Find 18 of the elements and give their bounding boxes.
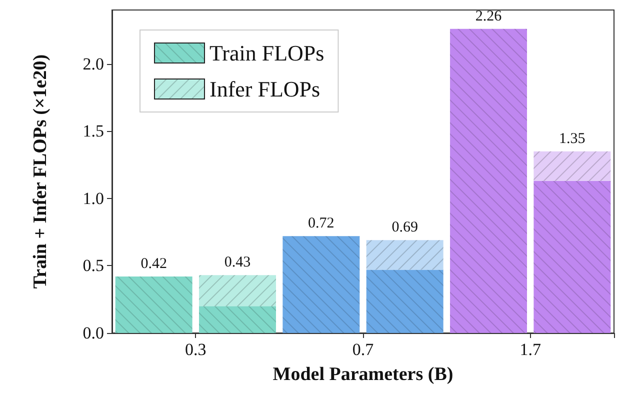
legend-label: Infer FLOPs (210, 76, 320, 102)
total-label: 1.35 (559, 130, 586, 147)
total-label: 0.43 (224, 254, 251, 271)
y-axis-title: Train + Infer FLOPs (×1e20) (30, 54, 51, 289)
x-tick-label: 1.7 (520, 340, 542, 359)
total-label: 0.42 (140, 256, 167, 272)
y-tick-label: 0.0 (82, 324, 104, 342)
y-tick-label: 1.5 (82, 122, 104, 141)
x-axis-title: Model Parameters (B) (272, 364, 454, 385)
y-tick-label: 0.5 (82, 256, 104, 276)
x-tick-label: 0.7 (352, 340, 374, 359)
y-tick-label: 1.0 (82, 188, 104, 208)
total-label: 0.69 (392, 220, 418, 236)
legend-label: Train FLOPs (210, 40, 324, 66)
y-tick-label: 2.0 (82, 54, 104, 74)
total-label: 2.26 (475, 8, 502, 24)
total-label: 0.72 (308, 216, 334, 232)
x-tick-label: 0.3 (185, 340, 206, 359)
